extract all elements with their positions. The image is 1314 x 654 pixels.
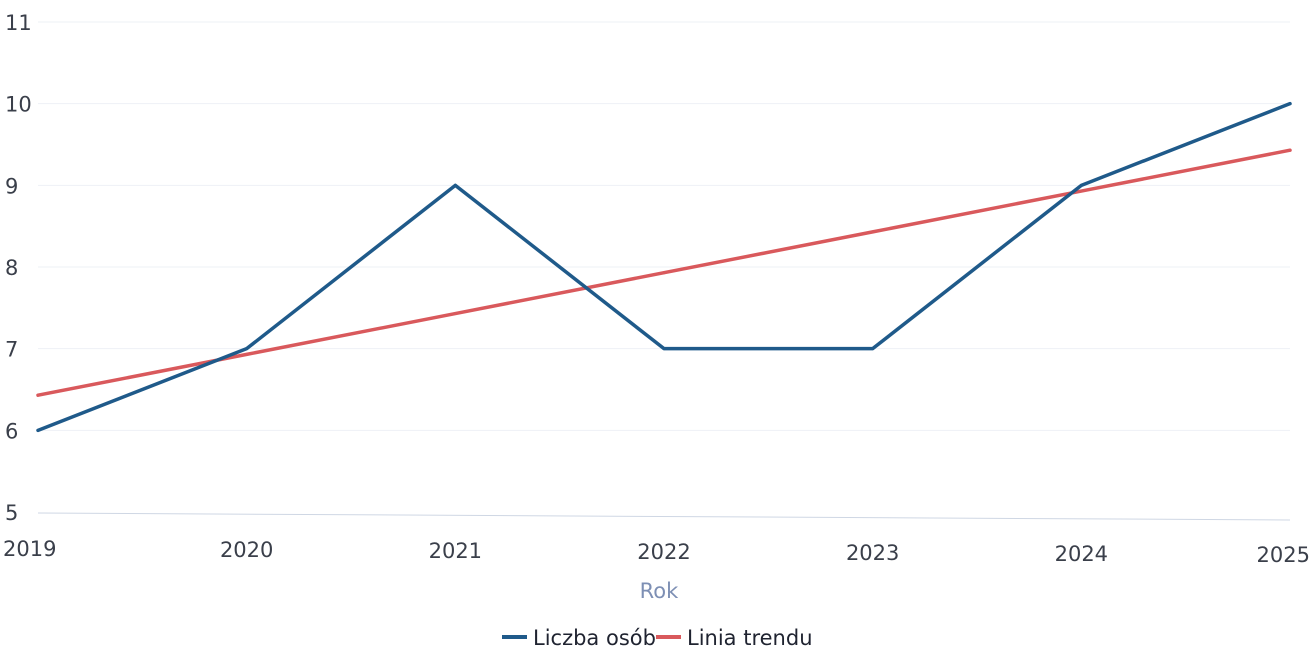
y-tick-label: 7 [5, 338, 18, 362]
data-point [1288, 148, 1292, 152]
y-axis-ticks: 5 6 7 8 9 10 11 [5, 11, 32, 525]
x-axis-ticks: 2019 2020 2021 2022 2023 2024 2025 [3, 537, 1310, 567]
data-point [36, 428, 40, 432]
y-tick-label: 8 [5, 256, 18, 280]
data-point [1079, 183, 1083, 187]
data-point [453, 312, 457, 316]
legend: Liczba osób Linia trendu [502, 626, 813, 650]
data-point [453, 183, 457, 187]
x-tick-label: 2021 [429, 539, 482, 563]
x-tick-label: 2024 [1055, 542, 1108, 566]
data-point [36, 393, 40, 397]
x-axis-title: Rok [640, 579, 679, 603]
legend-label-liczba-osob: Liczba osób [533, 626, 656, 650]
x-tick-label: 2020 [220, 538, 273, 562]
legend-item-linia-trendu[interactable]: Linia trendu [656, 626, 813, 650]
data-point [1079, 189, 1083, 193]
y-tick-label: 6 [5, 419, 18, 443]
y-tick-label: 9 [5, 174, 18, 198]
series-lines [36, 101, 1292, 433]
x-tick-label: 2019 [3, 537, 56, 561]
data-point [245, 347, 249, 351]
data-point [1288, 102, 1292, 106]
data-point [871, 230, 875, 234]
legend-item-liczba-osob[interactable]: Liczba osób [502, 626, 656, 650]
data-point [662, 347, 666, 351]
data-point [245, 352, 249, 356]
data-point [662, 271, 666, 275]
y-tick-label: 10 [5, 93, 32, 117]
y-tick-label: 11 [5, 11, 32, 35]
legend-label-linia-trendu: Linia trendu [687, 626, 813, 650]
data-point [871, 347, 875, 351]
x-tick-label: 2023 [846, 541, 899, 565]
y-tick-label: 5 [5, 501, 18, 525]
x-tick-label: 2025 [1257, 543, 1310, 567]
x-axis-line [37, 512, 1291, 521]
x-tick-label: 2022 [637, 540, 690, 564]
gridlines [38, 21, 1290, 431]
